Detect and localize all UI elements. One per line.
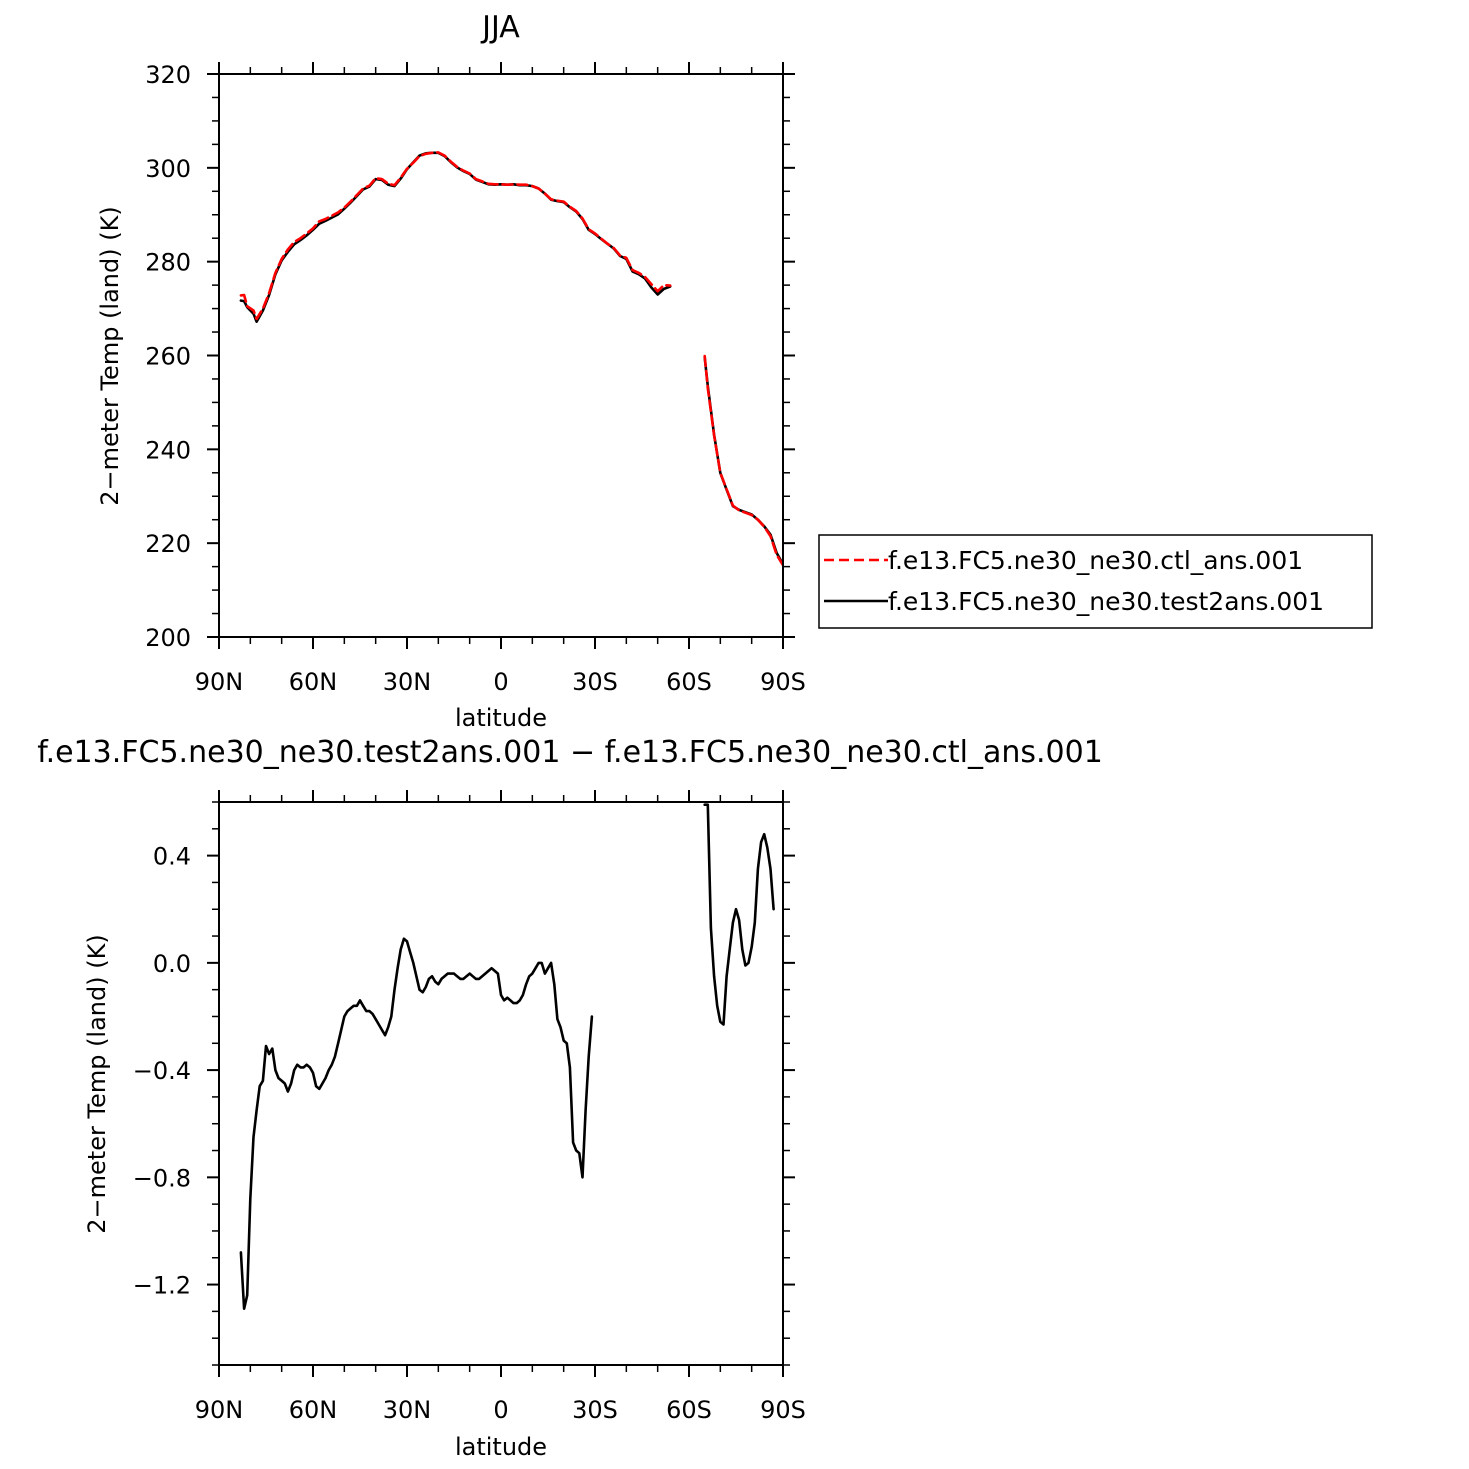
bottom-chart-title: f.e13.FC5.ne30_ne30.test2ans.001 − f.e13… <box>37 735 1103 770</box>
x-tick-label: 90N <box>195 668 244 696</box>
bottom-x-axis-label: latitude <box>455 1433 547 1461</box>
y-tick-label: 200 <box>145 624 191 652</box>
legend: f.e13.FC5.ne30_ne30.ctl_ans.001 f.e13.FC… <box>818 534 1373 629</box>
top-plot-frame <box>218 73 784 638</box>
x-tick-label: 30S <box>572 1396 618 1424</box>
bottom-panel: f.e13.FC5.ne30_ne30.test2ans.001 − f.e13… <box>37 735 1103 1461</box>
y-tick-label: 280 <box>145 249 191 277</box>
series-line-1-0-seg1 <box>703 803 775 1026</box>
bottom-y-axis-label: 2−meter Temp (land) (K) <box>83 934 111 1233</box>
x-tick-label: 90N <box>195 1396 244 1424</box>
bottom-plot-frame <box>218 801 784 1366</box>
legend-entry-ctl: f.e13.FC5.ne30_ne30.ctl_ans.001 <box>888 546 1303 575</box>
series-line-0-1-seg0 <box>239 151 672 323</box>
series-line-1-0-seg0 <box>239 937 594 1310</box>
bottom-axis-ticks: 90N 60N 30N 0 30S 60S 90S −1.2 −0.8 −0.4 0.0 0.4 <box>133 790 806 1424</box>
x-tick-label: 30N <box>383 668 432 696</box>
legend-entry-test: f.e13.FC5.ne30_ne30.test2ans.001 <box>888 587 1324 616</box>
top-y-axis-label: 2−meter Temp (land) (K) <box>96 206 124 505</box>
y-tick-label: 0.0 <box>153 950 191 978</box>
y-tick-label: 240 <box>145 436 191 464</box>
top-x-axis-label: latitude <box>455 704 547 732</box>
y-tick-label: 0.4 <box>153 843 191 871</box>
x-tick-label: 60S <box>666 1396 712 1424</box>
x-tick-label: 60N <box>289 668 338 696</box>
x-tick-label: 90S <box>760 668 806 696</box>
series-line-0-0-seg1 <box>703 354 783 567</box>
series-line-0-1-seg1 <box>703 356 783 566</box>
x-tick-label: 0 <box>493 1396 508 1424</box>
x-tick-label: 60S <box>666 668 712 696</box>
x-tick-label: 30N <box>383 1396 432 1424</box>
y-tick-label: 260 <box>145 343 191 371</box>
top-panel: JJA 90N 60N 30N 0 30S 60S 90S 200 220 240 260 280 30… <box>96 10 1373 732</box>
x-tick-label: 90S <box>760 1396 806 1424</box>
top-chart-title: JJA <box>480 10 520 45</box>
series-line-0-0-seg0 <box>239 151 672 321</box>
legend-box <box>818 534 1373 629</box>
x-tick-label: 30S <box>572 668 618 696</box>
y-tick-label: 220 <box>145 530 191 558</box>
y-tick-label: 320 <box>145 61 191 89</box>
top-axis-ticks: 90N 60N 30N 0 30S 60S 90S 200 220 240 260 280 300 320 <box>145 61 806 696</box>
x-tick-label: 60N <box>289 1396 338 1424</box>
y-tick-label: 300 <box>145 155 191 183</box>
x-tick-label: 0 <box>493 668 508 696</box>
y-tick-label: −1.2 <box>133 1272 191 1300</box>
y-tick-label: −0.4 <box>133 1057 191 1085</box>
y-tick-label: −0.8 <box>133 1164 191 1192</box>
